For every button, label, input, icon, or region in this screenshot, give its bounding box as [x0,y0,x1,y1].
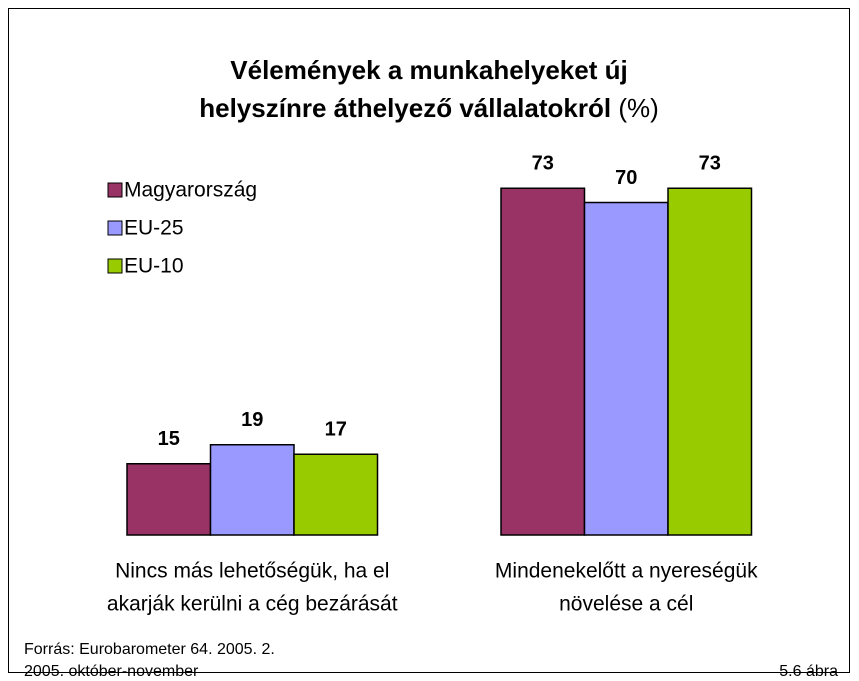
legend-label: EU-10 [124,255,184,278]
value-label: 19 [241,409,263,431]
chart-title: helyszínre áthelyező vállalatokról (%) [199,93,659,123]
value-label: 15 [158,428,180,450]
chart-title: Vélemények a munkahelyeket új [230,55,627,85]
source: Forrás: Eurobarometer 64. 2005. 2. [24,641,275,658]
x-tick-label: Nincs más lehetőségük, ha el [115,560,389,583]
bar [293,453,379,536]
bar [209,444,295,536]
bar [500,187,586,536]
chart-title: helyszínre áthelyező vállalatokról [199,93,611,123]
legend-swatch [107,220,123,236]
bar [667,187,753,536]
legend-label: EU-25 [124,217,184,240]
x-tick-label: Mindenekelőtt a nyereségük [495,560,758,583]
source: 2005. október-november [24,663,199,680]
bar [126,463,212,536]
legend-label: Magyarország [124,179,257,202]
x-tick-label: növelése a cél [559,593,693,616]
legend-swatch [107,182,123,198]
bar [583,201,669,536]
figure-label: 5.6 ábra [779,663,838,680]
value-label: 73 [532,153,554,175]
x-tick-label: akarják kerülni a cég bezárását [107,593,398,616]
value-label: 70 [615,167,637,189]
legend-swatch [107,258,123,274]
title-unit: (%) [618,93,658,123]
value-label: 73 [699,153,721,175]
value-label: 17 [325,419,347,441]
